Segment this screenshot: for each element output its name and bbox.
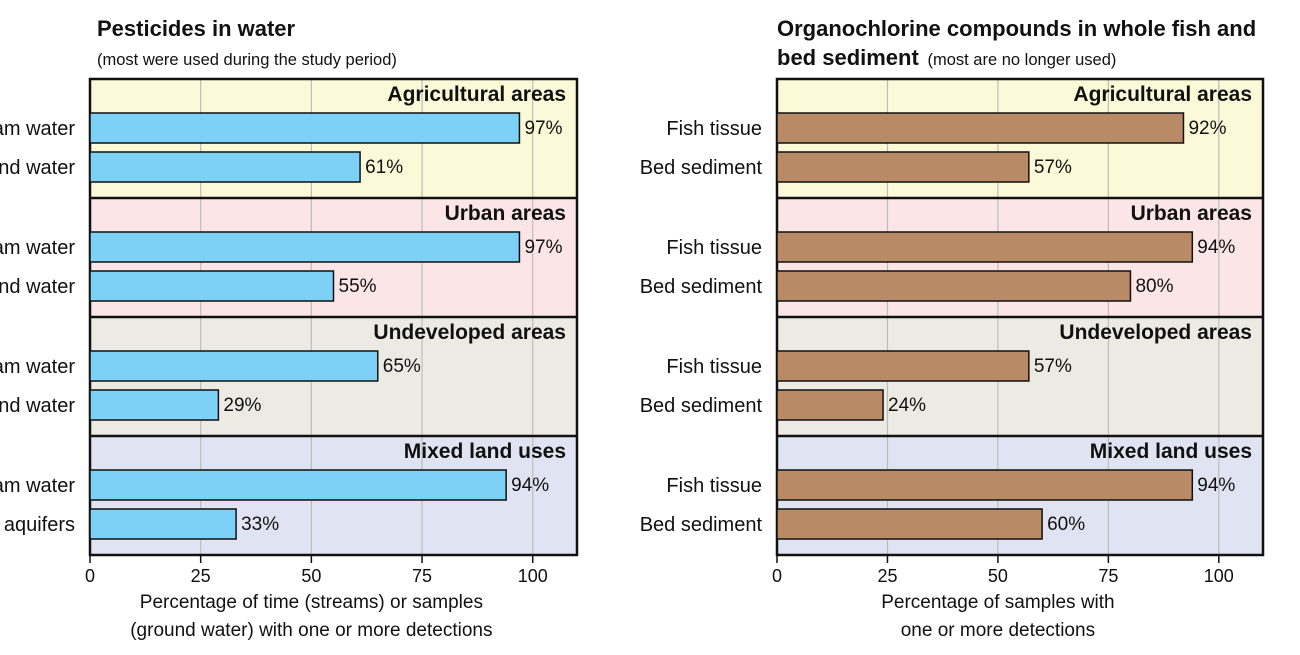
value-label: 57% <box>1034 157 1072 178</box>
bar <box>776 350 1030 382</box>
bar <box>89 231 521 263</box>
bar <box>776 389 884 421</box>
row-label: Fish tissue <box>666 475 762 497</box>
tick-label: 75 <box>412 566 432 586</box>
value-label: 29% <box>223 395 261 416</box>
value-label: 94% <box>1197 237 1235 258</box>
row-label: Major aquifers <box>0 514 75 536</box>
group-label: Agricultural areas <box>1073 83 1252 106</box>
row-label: Ground water <box>0 276 75 298</box>
row-label: Bed sediment <box>640 157 763 179</box>
x-axis-label: Percentage of time (streams) or samples <box>140 592 483 613</box>
value-label: 97% <box>524 237 562 258</box>
x-axis-label: one or more detections <box>901 620 1095 641</box>
bar <box>89 270 335 302</box>
value-label: 94% <box>1197 475 1235 496</box>
group-label: Undeveloped areas <box>1059 321 1252 344</box>
value-label: 65% <box>383 356 421 377</box>
chart-subtitle: (most are no longer used) <box>927 51 1116 69</box>
group-label: Mixed land uses <box>1090 440 1252 463</box>
bar <box>89 112 521 144</box>
row-label: Stream water <box>0 356 75 378</box>
bar <box>776 270 1132 302</box>
row-label: Bed sediment <box>640 514 763 536</box>
row-label: Ground water <box>0 157 75 179</box>
organochlorine-panel: Organochlorine compounds in whole fish a… <box>640 16 1265 641</box>
bar <box>776 231 1194 263</box>
value-label: 61% <box>365 157 403 178</box>
bar <box>89 469 507 501</box>
x-axis-label: Percentage of samples with <box>881 592 1114 613</box>
tick-label: 50 <box>301 566 321 586</box>
plot-frame <box>775 77 1265 557</box>
value-label: 94% <box>511 475 549 496</box>
tick-label: 50 <box>988 566 1008 586</box>
tick-label: 0 <box>772 566 782 586</box>
value-label: 92% <box>1188 118 1226 139</box>
tick-label: 75 <box>1098 566 1118 586</box>
chart-subtitle: (most were used during the study period) <box>97 51 397 69</box>
bar <box>89 151 361 183</box>
row-label: Fish tissue <box>666 356 762 378</box>
bar <box>776 151 1030 183</box>
pesticides-in-water-panel: Pesticides in water (most were used durin… <box>0 16 579 641</box>
bar <box>776 469 1194 501</box>
row-label: Fish tissue <box>666 118 762 140</box>
bar <box>776 112 1185 144</box>
chart-title-line2: bed sediment <box>777 45 919 70</box>
value-label: 24% <box>888 395 926 416</box>
chart-title: Organochlorine compounds in whole fish a… <box>777 16 1256 41</box>
row-label: Bed sediment <box>640 276 763 298</box>
x-axis-label: (ground water) with one or more detectio… <box>130 620 492 641</box>
plot-frame <box>88 77 579 557</box>
group-label: Urban areas <box>1131 202 1252 225</box>
value-label: 60% <box>1047 514 1085 535</box>
value-label: 57% <box>1034 356 1072 377</box>
bar <box>89 389 220 421</box>
row-label: Stream water <box>0 475 75 497</box>
value-label: 80% <box>1135 276 1173 297</box>
group-label: Urban areas <box>445 202 566 225</box>
tick-label: 25 <box>877 566 897 586</box>
row-label: Bed sediment <box>640 395 763 417</box>
bar <box>89 508 237 540</box>
value-label: 55% <box>339 276 377 297</box>
bar <box>776 508 1043 540</box>
value-label: 33% <box>241 514 279 535</box>
row-label: Stream water <box>0 237 75 259</box>
tick-label: 100 <box>518 566 548 586</box>
row-label: Fish tissue <box>666 237 762 259</box>
group-label: Agricultural areas <box>387 83 566 106</box>
bar <box>89 350 379 382</box>
group-label: Mixed land uses <box>404 440 566 463</box>
row-label: Stream water <box>0 118 75 140</box>
row-label: Ground water <box>0 395 75 417</box>
chart-title: Pesticides in water <box>97 16 296 41</box>
tick-label: 100 <box>1204 566 1234 586</box>
group-label: Undeveloped areas <box>373 321 566 344</box>
value-label: 97% <box>524 118 562 139</box>
tick-label: 25 <box>191 566 211 586</box>
tick-label: 0 <box>85 566 95 586</box>
